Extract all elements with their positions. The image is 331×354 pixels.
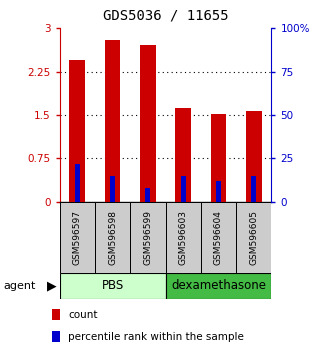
Bar [140,45,156,202]
Bar [52,331,60,342]
Bar [52,309,60,320]
Text: GSM596603: GSM596603 [179,210,188,265]
Bar [95,202,130,273]
Bar [145,188,151,202]
Bar [216,181,221,202]
Text: GSM596599: GSM596599 [143,210,152,265]
Bar [180,176,186,202]
Bar [74,164,80,202]
Text: count: count [68,309,98,320]
Text: percentile rank within the sample: percentile rank within the sample [68,332,244,342]
Text: GSM596604: GSM596604 [214,210,223,265]
Bar [60,202,95,273]
Bar [166,273,271,299]
Bar [251,176,257,202]
Bar [69,60,85,202]
Bar [105,40,120,202]
Text: GDS5036 / 11655: GDS5036 / 11655 [103,9,228,23]
Bar [130,202,166,273]
Text: agent: agent [3,281,36,291]
Bar [175,108,191,202]
Bar [60,273,166,299]
Bar [236,202,271,273]
Bar [201,202,236,273]
Bar [211,114,226,202]
Text: GSM596605: GSM596605 [249,210,258,265]
Text: GSM596597: GSM596597 [73,210,82,265]
Text: dexamethasone: dexamethasone [171,279,266,292]
Text: GSM596598: GSM596598 [108,210,117,265]
Bar [246,111,262,202]
Text: ▶: ▶ [46,279,56,292]
Bar [166,202,201,273]
Text: PBS: PBS [101,279,124,292]
Bar [110,176,115,202]
